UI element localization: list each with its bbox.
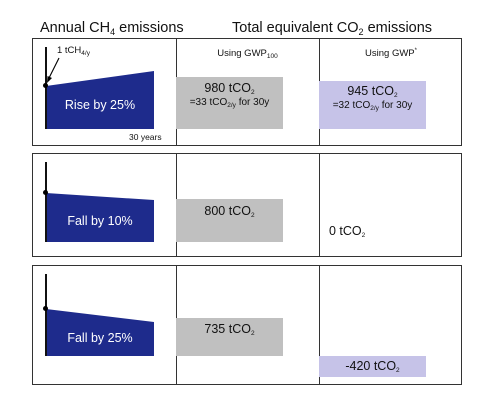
- start-point-marker: [43, 190, 48, 195]
- gwp100-label-prefix: Using GWP: [217, 48, 267, 59]
- gwp100-label-sub: 100: [266, 53, 278, 60]
- annual-emissions-cell: 1 tCH4/y Rise by 25% 30 years: [33, 39, 177, 145]
- start-point-marker: [43, 83, 48, 88]
- gwpstar-label-sup: *: [414, 48, 417, 54]
- gwpstar-bar: [319, 356, 426, 377]
- header-total-co2: Total equivalent CO2 emissions: [232, 20, 432, 37]
- gwp100-value-sub: 2: [250, 89, 255, 96]
- start-point-arrow: [47, 57, 60, 83]
- start-point-prefix: 1 tCH: [57, 45, 82, 56]
- emissions-area: [46, 71, 154, 129]
- gwpstar-value: 945 tCO2: [319, 84, 426, 99]
- gwpstar-value-sub: 2: [361, 232, 366, 239]
- gwp100-note-suffix: for 30y: [235, 97, 270, 108]
- gwpstar-value-prefix: -420 tCO: [345, 359, 397, 373]
- gwp100-cell: 735 tCO2: [176, 266, 320, 384]
- emissions-area-chart: [46, 71, 154, 129]
- gwp100-value-prefix: 980 tCO: [204, 81, 251, 95]
- gwpstar-value-sub: 2: [393, 92, 398, 99]
- gwpstar-note: =32 tCO2/y for 30y: [319, 100, 426, 112]
- gwpstar-cell: 0 tCO2: [319, 154, 463, 256]
- emissions-area-chart: [46, 309, 154, 356]
- y-axis: [45, 162, 47, 242]
- gwp100-value-prefix: 800 tCO: [204, 204, 251, 218]
- header-annual-prefix: Annual CH: [40, 20, 111, 36]
- gwpstar-note-sub: 2/y: [370, 105, 379, 112]
- gwp100-column-label: Using GWP100: [176, 48, 319, 60]
- y-axis: [45, 47, 47, 129]
- gwp100-value-sub: 2: [250, 212, 255, 219]
- annual-emissions-cell: Fall by 25%: [33, 266, 177, 384]
- scenario-row-rise: 1 tCH4/y Rise by 25% 30 years Using GWP1…: [32, 38, 462, 146]
- gwpstar-value: 0 tCO2: [329, 224, 365, 239]
- gwp100-bar: [176, 199, 283, 242]
- gwpstar-note-prefix: =32 tCO: [332, 100, 371, 111]
- gwp100-note-sub: 2/y: [227, 102, 236, 109]
- y-axis: [45, 274, 47, 356]
- scenario-label: Fall by 25%: [67, 331, 133, 345]
- gwp100-note: =33 tCO2/y for 30y: [176, 97, 283, 109]
- start-point-sub: 4/y: [81, 50, 90, 57]
- gwpstar-value-sub: 2: [396, 367, 400, 374]
- gwp100-cell: 800 tCO2: [176, 154, 320, 256]
- annual-emissions-cell: Fall by 10%: [33, 154, 177, 256]
- emissions-area-chart: [46, 193, 154, 242]
- header-annual-suffix: emissions: [115, 20, 184, 36]
- header-total-prefix: Total equivalent CO: [232, 20, 359, 36]
- gwp100-bar: [176, 318, 283, 356]
- gwpstar-value-prefix: 0 tCO: [329, 224, 362, 238]
- gwp100-value: 980 tCO2: [176, 81, 283, 96]
- gwpstar-note-suffix: for 30y: [378, 100, 413, 111]
- scenario-label: Fall by 10%: [67, 214, 133, 228]
- gwp100-bar: [176, 77, 283, 129]
- gwp100-value-prefix: 735 tCO: [204, 322, 251, 336]
- scenario-label: Rise by 25%: [64, 98, 136, 112]
- emissions-area: [46, 309, 154, 356]
- gwpstar-cell: -420 tCO2: [319, 266, 463, 384]
- gwpstar-label-prefix: Using GWP: [365, 48, 415, 59]
- gwpstar-value-prefix: 945 tCO: [347, 84, 394, 98]
- header-total-sub: 2: [358, 27, 364, 37]
- gwpstar-bar: [319, 81, 426, 129]
- gwpstar-column-label: Using GWP*: [319, 48, 463, 59]
- header-annual-ch4: Annual CH4 emissions: [40, 20, 184, 37]
- header-total-suffix: emissions: [363, 20, 433, 36]
- scenario-row-fall-10: Fall by 10% 800 tCO2 0 tCO2: [32, 153, 462, 257]
- gwpstar-cell: Using GWP* 945 tCO2 =32 tCO2/y for 30y: [319, 39, 463, 145]
- gwp100-cell: Using GWP100 980 tCO2 =33 tCO2/y for 30y: [176, 39, 320, 145]
- scenario-row-fall-25: Fall by 25% 735 tCO2 -420 tCO2: [32, 265, 462, 385]
- start-point-marker: [43, 306, 48, 311]
- gwpstar-value: -420 tCO2: [319, 359, 426, 374]
- emissions-area: [46, 193, 154, 242]
- gwp100-value-sub: 2: [250, 330, 255, 337]
- duration-label: 30 years: [129, 132, 162, 142]
- header-annual-sub: 4: [110, 27, 116, 37]
- gwp100-value: 800 tCO2: [176, 204, 283, 219]
- gwp100-note-prefix: =33 tCO: [189, 97, 228, 108]
- start-point-label: 1 tCH4/y: [57, 45, 90, 57]
- gwp100-value: 735 tCO2: [176, 322, 283, 337]
